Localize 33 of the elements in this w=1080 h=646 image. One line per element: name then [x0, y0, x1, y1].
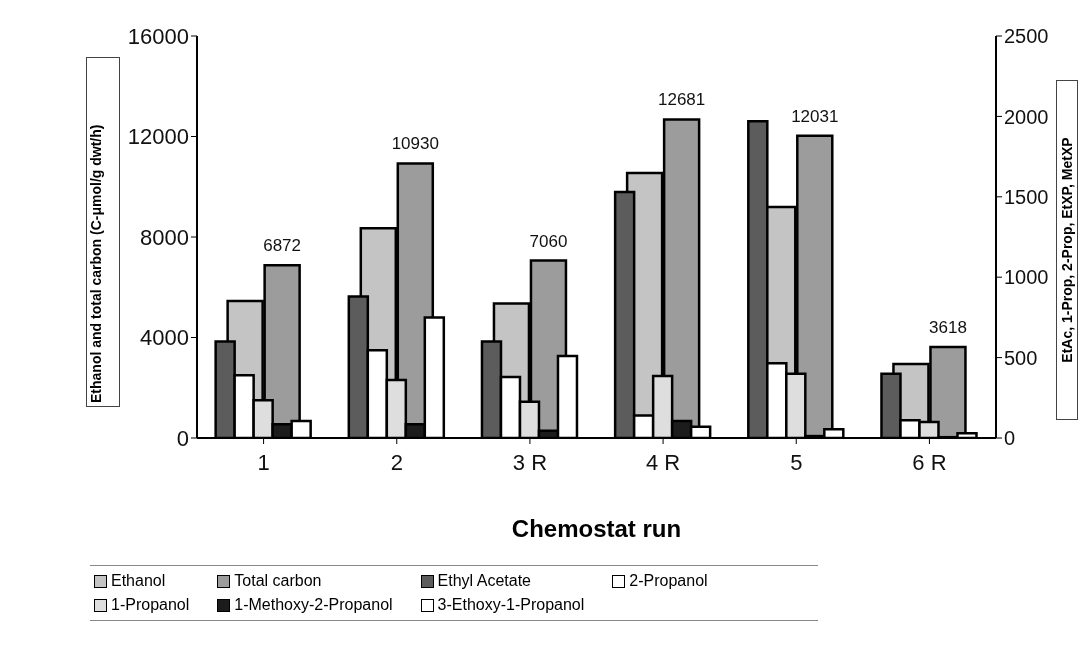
- y2-axis-title: EtAc, 1-Prop, 2-Prop, EtXP, MetXP: [1056, 80, 1078, 420]
- legend-label: Ethanol: [111, 572, 166, 590]
- legend-label: 1-Propanol: [111, 596, 190, 614]
- legend-label: 3-Ethoxy-1-Propanol: [437, 596, 585, 614]
- y-axis-title: Ethanol and total carbon (C-μmol/g dwt/h): [86, 57, 120, 407]
- x-tick-label: 4 R: [645, 449, 681, 475]
- x-tick-label: 2: [390, 449, 403, 475]
- x-tick-label: 5: [790, 449, 803, 475]
- x-tick-label: 1: [257, 449, 270, 475]
- legend-label: Ethyl Acetate: [437, 572, 531, 590]
- data-label: 12031: [791, 106, 839, 126]
- y-tick-label: 8000: [140, 224, 189, 250]
- legend-label: 2-Propanol: [629, 572, 708, 590]
- data-label: 6872: [263, 236, 302, 256]
- y-tick-label: 16000: [127, 23, 189, 49]
- x-axis-title: Chemostat run: [510, 515, 683, 543]
- data-label: 10930: [391, 134, 439, 154]
- legend-label: Total carbon: [234, 572, 322, 590]
- y2-tick-label: 2000: [1004, 105, 1049, 128]
- y2-tick-label: 1000: [1004, 266, 1049, 289]
- data-label: 3618: [929, 318, 967, 338]
- y2-tick-label: 500: [1004, 346, 1038, 369]
- y-tick-label: 12000: [127, 124, 189, 150]
- data-label: 7060: [529, 231, 568, 251]
- y2-tick-label: 2500: [1004, 25, 1049, 48]
- y2-tick-label: 1500: [1004, 185, 1049, 208]
- y2-tick-label: 0: [1004, 427, 1016, 450]
- y-tick-label: 0: [176, 425, 189, 451]
- x-tick-label: 6 R: [912, 449, 947, 475]
- x-tick-label: 3 R: [512, 449, 548, 475]
- legend-label: 1-Methoxy-2-Propanol: [234, 596, 393, 614]
- y-tick-label: 4000: [140, 325, 189, 351]
- data-label: 12681: [657, 90, 706, 110]
